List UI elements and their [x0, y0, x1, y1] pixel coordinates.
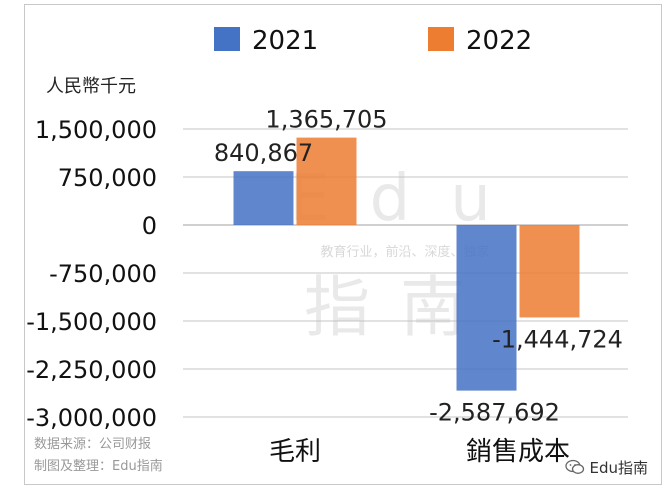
data-labels: 840,867 -2,587,692 1,365,705 -1,444,724 — [214, 106, 623, 427]
data-label: -2,587,692 — [429, 399, 560, 427]
bar — [519, 225, 580, 318]
x-category-label: 毛利 — [269, 437, 321, 467]
legend-swatch — [428, 27, 454, 51]
y-axis-ticks: 1,500,000 750,000 0 -750,000 -1,500,000 -2,25… — [26, 116, 157, 432]
data-label: -1,444,724 — [492, 325, 623, 353]
watermark-name: 指南 — [304, 269, 496, 346]
bar — [296, 137, 357, 225]
bar — [233, 171, 294, 225]
wechat-icon — [565, 459, 585, 474]
watermark-sub: 教育行业，前沿、深度、独家 — [320, 244, 489, 260]
y-tick-label: 1,500,000 — [35, 116, 157, 144]
bar — [456, 225, 517, 391]
x-axis-categories: 毛利 銷售成本 — [269, 437, 570, 467]
legend-label: 2021 — [252, 26, 318, 56]
footer-made-by: 制图及整理：Edu指南 — [34, 459, 163, 474]
bars — [233, 137, 580, 391]
footer-source: 数据来源：公司财报 — [34, 437, 152, 452]
y-tick-label: -2,250,000 — [26, 356, 157, 384]
legend: 2021 2022 — [214, 26, 532, 56]
data-label: 1,365,705 — [265, 106, 387, 134]
legend-label: 2022 — [466, 26, 532, 56]
y-axis-unit-label: 人民幣千元 — [46, 76, 136, 97]
y-tick-label: -1,500,000 — [26, 308, 157, 336]
y-tick-label: 0 — [142, 212, 157, 240]
brand-badge: Edu指南 — [565, 457, 648, 478]
y-tick-label: -750,000 — [49, 260, 157, 288]
legend-swatch — [214, 27, 240, 51]
x-category-label: 銷售成本 — [466, 437, 570, 467]
brand-badge-text: Edu指南 — [589, 459, 648, 477]
data-label: 840,867 — [214, 139, 313, 167]
y-tick-label: -3,000,000 — [26, 404, 157, 432]
y-tick-label: 750,000 — [58, 164, 157, 192]
chart-frame — [24, 4, 662, 485]
